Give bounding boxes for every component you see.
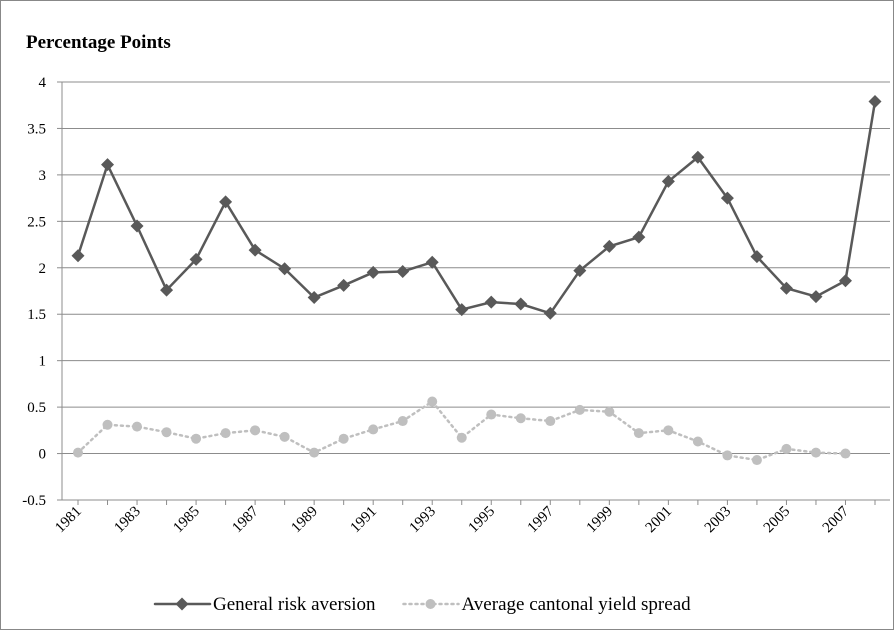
data-point: [456, 432, 467, 443]
legend-item: Average cantonal yield spread: [402, 594, 692, 615]
data-point: [279, 431, 290, 442]
y-tick-label: 2: [39, 261, 47, 277]
data-point: [484, 295, 498, 309]
data-point: [219, 195, 233, 209]
data-point: [545, 416, 556, 427]
data-point: [248, 243, 262, 257]
data-point: [810, 447, 821, 458]
legend-item: General risk aversion: [153, 594, 376, 615]
data-point: [750, 250, 764, 264]
data-point: [809, 290, 823, 304]
data-point: [220, 428, 231, 439]
data-point: [486, 409, 497, 420]
data-point: [191, 433, 202, 444]
data-point: [663, 425, 674, 436]
data-point: [309, 447, 320, 458]
y-tick-label: 2.5: [27, 214, 46, 230]
data-point: [73, 447, 83, 458]
data-point: [868, 95, 882, 109]
y-tick-label: 4: [39, 75, 47, 91]
data-point: [250, 425, 261, 436]
data-point: [425, 255, 439, 269]
data-point: [632, 230, 646, 244]
data-point: [574, 404, 585, 415]
y-tick-label: 1: [39, 354, 47, 370]
data-point: [160, 283, 174, 297]
data-point: [543, 306, 557, 320]
data-point: [840, 448, 851, 459]
data-point: [515, 413, 526, 424]
data-point: [633, 428, 644, 439]
y-tick-label: 3: [39, 168, 47, 184]
y-tick-label: -0.5: [22, 493, 46, 509]
data-point: [189, 252, 203, 266]
data-point: [307, 291, 321, 305]
data-point: [781, 443, 792, 454]
series-line: [76, 399, 847, 462]
y-tick-label: 0: [39, 447, 47, 463]
data-point: [71, 249, 85, 263]
data-point: [130, 219, 144, 233]
data-point: [722, 450, 733, 461]
data-point: [838, 274, 852, 288]
data-point: [514, 297, 528, 311]
data-point: [337, 278, 351, 292]
data-point: [720, 191, 734, 205]
data-point: [161, 427, 172, 438]
data-point: [368, 424, 379, 435]
data-point: [338, 433, 349, 444]
data-point: [604, 406, 615, 417]
data-point: [691, 150, 705, 164]
data-point: [102, 419, 113, 430]
data-point: [132, 421, 143, 432]
data-point: [661, 174, 675, 188]
y-tick-label: 3.5: [27, 121, 46, 137]
data-point: [692, 436, 703, 447]
legend-label: Average cantonal yield spread: [462, 594, 692, 615]
data-point: [366, 265, 380, 279]
data-point: [101, 158, 115, 172]
legend-marker: [175, 597, 189, 611]
legend-label: General risk aversion: [213, 594, 376, 615]
data-point: [751, 455, 762, 466]
chart-title: Percentage Points: [26, 32, 171, 53]
y-tick-label: 0.5: [27, 400, 46, 416]
series-line: [76, 100, 877, 315]
data-point: [455, 303, 469, 317]
data-point: [602, 239, 616, 253]
data-point: [278, 262, 292, 276]
data-point: [779, 281, 793, 295]
y-tick-label: 1.5: [27, 307, 46, 323]
data-point: [427, 396, 438, 407]
data-point: [397, 416, 408, 427]
data-point: [396, 264, 410, 278]
data-point: [573, 264, 587, 278]
legend-marker: [425, 599, 436, 609]
